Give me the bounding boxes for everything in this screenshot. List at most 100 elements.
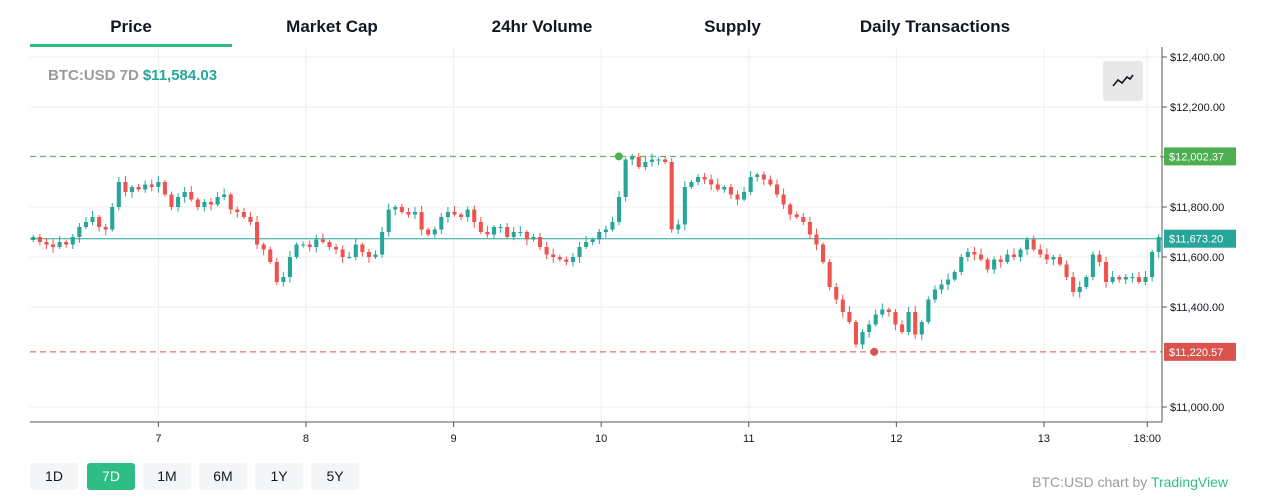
- candle-body: [215, 197, 220, 205]
- candle-body: [393, 207, 398, 210]
- candle-body: [77, 227, 82, 237]
- candle-body: [860, 332, 865, 345]
- candle-body: [498, 227, 503, 228]
- candle-body: [1005, 254, 1010, 262]
- candle-body: [926, 299, 931, 322]
- candle-body: [663, 159, 668, 162]
- range-1y-button[interactable]: 1Y: [255, 463, 303, 490]
- candle-body: [748, 177, 753, 192]
- candle-body: [412, 212, 418, 215]
- candle-body: [728, 187, 733, 195]
- candle-body: [649, 159, 654, 162]
- candle-body: [985, 259, 990, 270]
- candle-body: [314, 239, 319, 247]
- candle-body: [373, 254, 378, 257]
- x-tick-label: 18:00: [1133, 433, 1161, 445]
- high-price-label: $12,002.37: [1169, 151, 1224, 163]
- candle-body: [531, 237, 536, 240]
- candle-body: [445, 212, 450, 217]
- candle-body: [241, 212, 246, 217]
- candle-body: [1097, 254, 1102, 262]
- candle-body: [834, 287, 839, 300]
- candle-body: [1143, 277, 1148, 282]
- tab-daily-transactions[interactable]: Daily Transactions: [859, 17, 1011, 36]
- candle-body: [182, 192, 187, 197]
- range-6m-button[interactable]: 6M: [199, 463, 247, 490]
- candle-body: [366, 252, 371, 257]
- legend-price: $11,584.03: [142, 67, 218, 84]
- candle-body: [577, 247, 582, 257]
- tab-market-cap[interactable]: Market Cap: [286, 17, 378, 36]
- candle-body: [50, 244, 56, 247]
- tab-24hr-volume[interactable]: 24hr Volume: [491, 17, 593, 36]
- candle-body: [320, 239, 325, 242]
- candle-body: [880, 309, 885, 315]
- candle-body: [1051, 257, 1056, 260]
- candle-body: [1117, 277, 1122, 280]
- candle-body: [821, 244, 826, 262]
- candle-body: [459, 214, 464, 217]
- candle-body: [893, 312, 898, 325]
- candle-body: [485, 232, 490, 235]
- candle-body: [656, 159, 661, 161]
- candle-body: [116, 182, 121, 207]
- candle-body: [524, 232, 529, 240]
- candle-body: [478, 222, 483, 232]
- candle-body: [360, 244, 365, 252]
- candle-body: [544, 247, 549, 255]
- range-7d-button[interactable]: 7D: [87, 463, 135, 490]
- tab-supply[interactable]: Supply: [704, 17, 761, 36]
- candle-body: [274, 262, 279, 282]
- candle-body: [1011, 254, 1016, 257]
- tab-price[interactable]: Price: [30, 0, 232, 47]
- candle-body: [992, 259, 997, 270]
- y-tick-label: $12,200.00: [1170, 102, 1225, 114]
- candle-body: [590, 239, 595, 242]
- candle-body: [176, 197, 181, 207]
- candle-body: [1156, 237, 1161, 252]
- candle-body: [939, 284, 944, 290]
- candle-body: [636, 157, 641, 167]
- candle-body: [195, 199, 200, 207]
- tradingview-link[interactable]: TradingView: [1150, 474, 1228, 490]
- candle-body: [353, 244, 358, 257]
- candle-body: [44, 242, 49, 245]
- candle-body: [103, 227, 108, 230]
- range-5y-button[interactable]: 5Y: [311, 463, 359, 490]
- candle-body: [886, 309, 891, 312]
- range-1m-button[interactable]: 1M: [143, 463, 191, 490]
- candle-body: [906, 312, 911, 332]
- range-1d-button[interactable]: 1D: [30, 463, 78, 490]
- candle-body: [814, 234, 819, 245]
- candle-body: [1031, 239, 1036, 250]
- chart-style-button[interactable]: [1103, 61, 1143, 101]
- candle-body: [807, 222, 812, 235]
- candle-body: [603, 229, 608, 232]
- candle-body: [189, 192, 194, 200]
- candle-body: [959, 257, 964, 272]
- candle-body: [1150, 252, 1155, 277]
- chart-grid: [30, 47, 1162, 422]
- y-tick-label: $12,400.00: [1170, 52, 1225, 64]
- candle-body: [518, 232, 523, 233]
- candle-body: [70, 237, 75, 245]
- candle-body: [202, 202, 207, 207]
- candle-body: [136, 187, 141, 190]
- candle-body: [978, 254, 984, 260]
- candle-body: [208, 202, 214, 205]
- candle-body: [235, 209, 240, 212]
- candle-body: [616, 197, 622, 222]
- candle-body: [222, 194, 227, 197]
- candle-body: [380, 232, 385, 255]
- candle-body: [301, 244, 306, 246]
- candle-body: [682, 187, 687, 225]
- candle-body: [432, 229, 437, 235]
- candle-body: [340, 249, 345, 257]
- x-tick-label: 10: [595, 433, 607, 445]
- candle-body: [932, 289, 937, 300]
- candle-body: [1057, 257, 1063, 265]
- attribution-text: BTC:USD chart by: [1032, 474, 1151, 490]
- y-tick-label: $11,600.00: [1170, 252, 1224, 264]
- candle-body: [1110, 277, 1115, 282]
